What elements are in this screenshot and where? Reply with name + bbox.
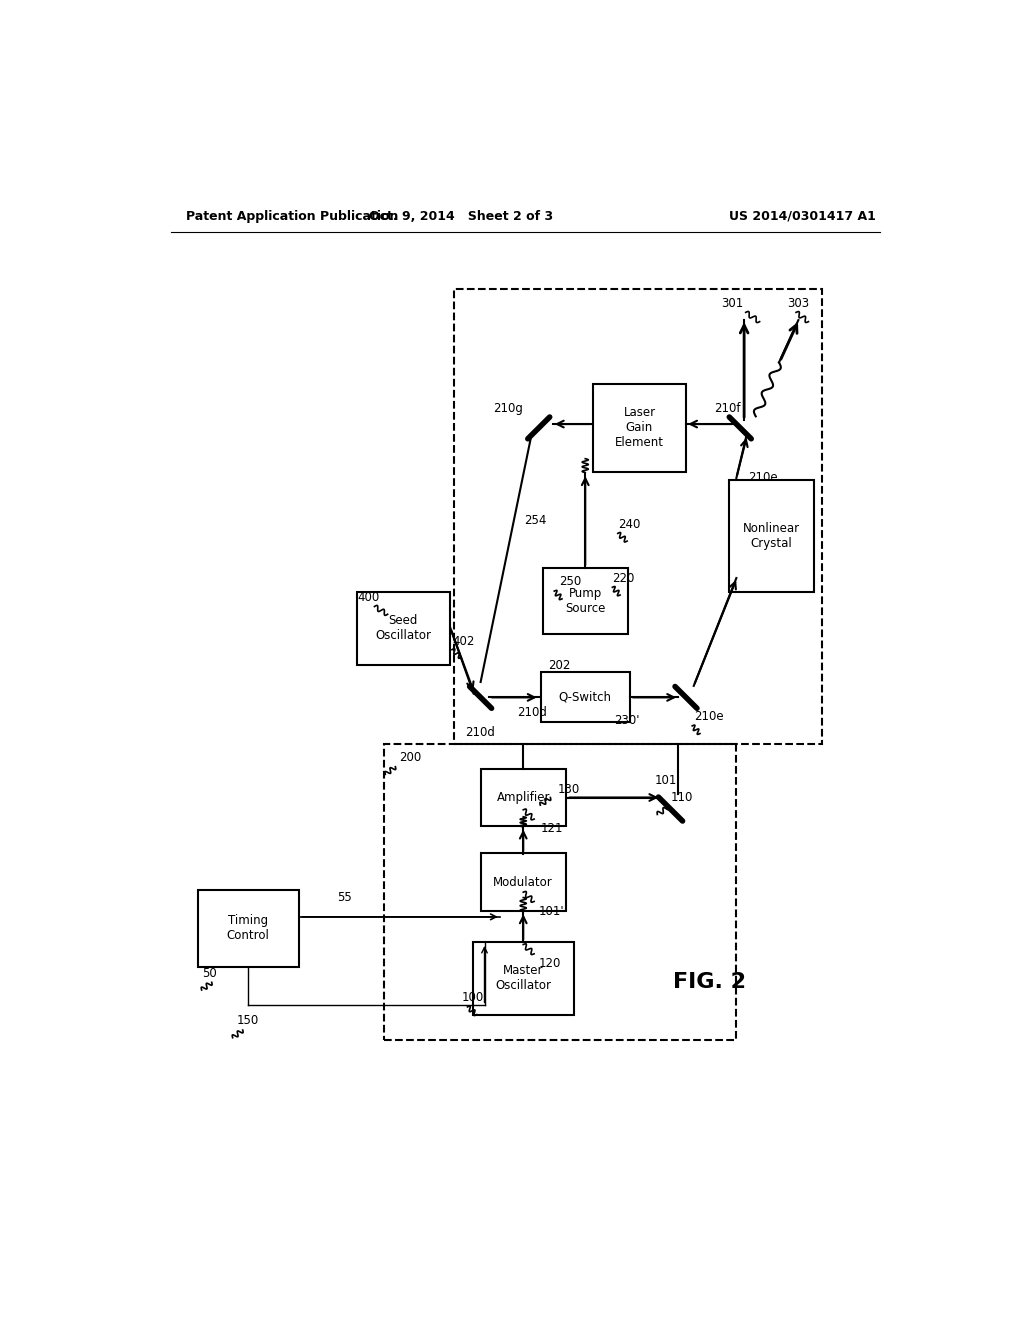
- Text: 210d: 210d: [465, 726, 495, 739]
- Text: 301: 301: [721, 297, 743, 310]
- Text: 254: 254: [524, 513, 547, 527]
- Text: 402: 402: [452, 635, 474, 648]
- Text: Seed
Oscillator: Seed Oscillator: [375, 614, 431, 642]
- Bar: [198, 890, 299, 966]
- Text: 121: 121: [541, 822, 563, 834]
- Text: 101': 101': [539, 906, 564, 917]
- Text: US 2014/0301417 A1: US 2014/0301417 A1: [729, 210, 876, 223]
- Text: Amplifier: Amplifier: [497, 791, 550, 804]
- Bar: [480, 853, 566, 911]
- Bar: [729, 480, 814, 591]
- Text: 210f: 210f: [714, 403, 740, 416]
- Text: 303: 303: [786, 297, 809, 310]
- Bar: [356, 591, 450, 665]
- Text: 400: 400: [357, 591, 379, 603]
- Text: 110: 110: [671, 791, 693, 804]
- Text: 100': 100': [461, 991, 486, 1005]
- Text: 50: 50: [203, 966, 217, 979]
- Text: Pump
Source: Pump Source: [565, 587, 605, 615]
- Text: 210g: 210g: [494, 403, 523, 416]
- Bar: [384, 743, 736, 1040]
- Text: Laser
Gain
Element: Laser Gain Element: [615, 407, 664, 449]
- Text: Patent Application Publication: Patent Application Publication: [186, 210, 398, 223]
- Bar: [541, 672, 630, 722]
- Text: 230': 230': [614, 714, 640, 727]
- Text: Oct. 9, 2014   Sheet 2 of 3: Oct. 9, 2014 Sheet 2 of 3: [370, 210, 553, 223]
- Bar: [454, 289, 821, 743]
- Text: 202: 202: [548, 659, 570, 672]
- Text: 210e: 210e: [748, 471, 777, 484]
- Bar: [543, 569, 628, 634]
- Text: 220: 220: [612, 572, 635, 585]
- Text: Q-Switch: Q-Switch: [559, 690, 611, 704]
- Bar: [473, 942, 573, 1015]
- Bar: [593, 384, 686, 473]
- Text: Master
Oscillator: Master Oscillator: [496, 965, 551, 993]
- Text: FIG. 2: FIG. 2: [673, 973, 745, 993]
- Text: 250: 250: [559, 576, 582, 589]
- Text: 240: 240: [617, 517, 640, 531]
- Text: 55: 55: [338, 891, 352, 904]
- Bar: [480, 768, 566, 826]
- Text: 120: 120: [539, 957, 561, 970]
- Text: 200: 200: [399, 751, 422, 764]
- Text: 101: 101: [655, 774, 677, 787]
- Text: 210e: 210e: [693, 710, 723, 723]
- Text: Timing
Control: Timing Control: [226, 915, 269, 942]
- Text: Modulator: Modulator: [494, 875, 553, 888]
- Text: 130: 130: [558, 783, 581, 796]
- Text: 150: 150: [237, 1014, 259, 1027]
- Text: 210d: 210d: [517, 706, 547, 719]
- Text: Nonlinear
Crystal: Nonlinear Crystal: [742, 521, 800, 549]
